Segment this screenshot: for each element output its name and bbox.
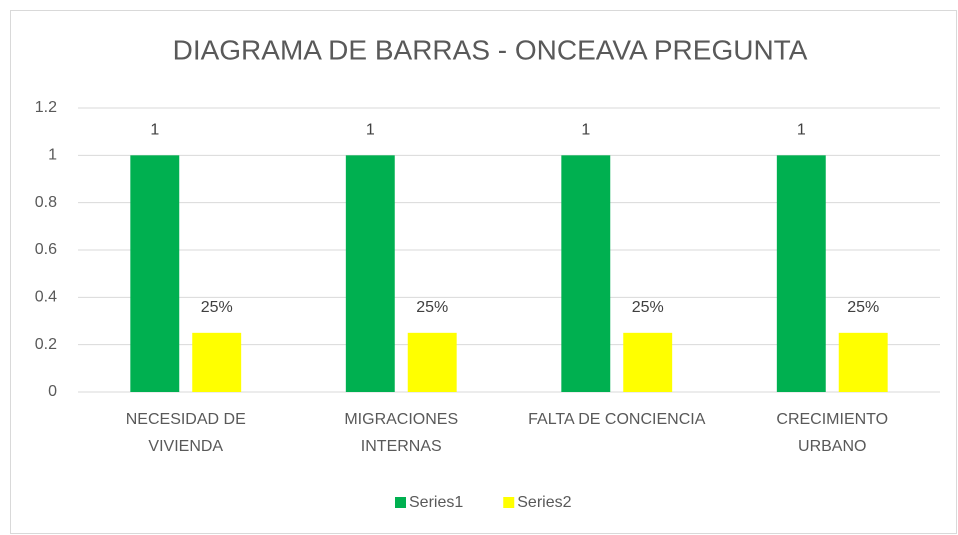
y-tick-label: 0 bbox=[48, 383, 57, 400]
y-tick-label: 1 bbox=[48, 147, 57, 164]
y-tick-label: 0.6 bbox=[35, 241, 57, 258]
y-tick-label: 1.2 bbox=[35, 99, 57, 116]
data-label: 1 bbox=[150, 122, 159, 139]
chart-title: DIAGRAMA DE BARRAS - ONCEAVA PREGUNTA bbox=[173, 34, 808, 65]
legend-swatch bbox=[503, 497, 515, 508]
x-tick-label: FALTA DE CONCIENCIA bbox=[528, 411, 706, 428]
data-label: 25% bbox=[201, 299, 233, 316]
bar bbox=[345, 155, 395, 392]
legend-label: Series2 bbox=[517, 494, 571, 511]
data-label: 1 bbox=[366, 122, 375, 139]
bar bbox=[561, 155, 611, 392]
bar bbox=[130, 155, 180, 392]
bar bbox=[838, 332, 888, 392]
data-label: 1 bbox=[797, 122, 806, 139]
legend-swatch bbox=[395, 497, 406, 508]
data-label: 25% bbox=[847, 299, 879, 316]
x-tick-label: NECESIDAD DE VIVIENDA bbox=[125, 411, 246, 455]
data-label: 1 bbox=[581, 122, 590, 139]
bar bbox=[407, 332, 457, 392]
bar bbox=[776, 155, 826, 392]
x-tick-label: MIGRACIONES INTERNAS bbox=[344, 411, 459, 455]
bar bbox=[192, 332, 242, 392]
data-label: 25% bbox=[632, 299, 664, 316]
y-tick-label: 0.2 bbox=[35, 336, 57, 353]
y-tick-label: 0.4 bbox=[35, 289, 57, 306]
y-tick-label: 0.8 bbox=[35, 194, 57, 211]
data-label: 25% bbox=[416, 299, 448, 316]
x-tick-label: CRECIMIENTO URBANO bbox=[776, 411, 889, 455]
legend-label: Series1 bbox=[409, 494, 463, 511]
bar bbox=[623, 332, 673, 392]
